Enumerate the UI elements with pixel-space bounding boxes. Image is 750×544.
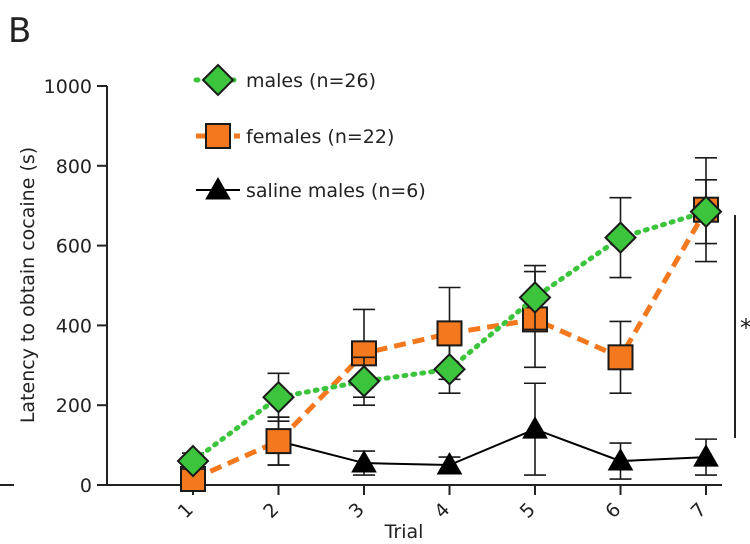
legend-marker — [205, 176, 231, 200]
data-point — [351, 450, 377, 473]
data-point — [604, 221, 637, 255]
data-point — [693, 444, 719, 467]
data-point — [518, 281, 552, 314]
data-point — [176, 444, 210, 478]
x-tick-label: 7 — [687, 499, 711, 523]
x-axis-title: Trial — [384, 521, 424, 543]
y-axis-title: Latency to obtain cocaine (s) — [17, 147, 39, 423]
x-axis-ticks: 1 2 3 4 5 6 7 — [174, 485, 711, 523]
legend-item: males (n=26) — [193, 63, 376, 97]
data-point — [265, 428, 292, 455]
x-tick-label: 4 — [430, 499, 454, 523]
y-tick-label: 1000 — [44, 76, 92, 98]
x-tick-label: 2 — [259, 499, 283, 523]
x-tick-label: 5 — [516, 499, 540, 523]
legend: males (n=26) females (n=22) saline males (… — [193, 63, 426, 202]
legend-label: saline males (n=6) — [246, 180, 426, 202]
series-2 — [265, 382, 719, 480]
panel-letter: B — [8, 11, 31, 51]
legend-item: females (n=22) — [196, 123, 394, 149]
data-point — [607, 344, 634, 371]
x-tick-label: 1 — [174, 499, 198, 523]
y-tick-label: 600 — [56, 236, 92, 258]
legend-marker — [201, 63, 235, 97]
data-point — [262, 380, 295, 414]
data-point — [347, 364, 381, 398]
legend-item: saline males (n=6) — [196, 176, 426, 202]
y-tick-label: 0 — [80, 475, 92, 497]
series-0 — [176, 178, 723, 478]
y-axis-ticks: 0 200 400 600 800 1000 — [44, 76, 107, 497]
series-line — [278, 428, 707, 467]
y-tick-label: 200 — [56, 395, 92, 417]
series-1 — [180, 157, 719, 493]
data-point — [607, 448, 634, 471]
x-tick-label: 3 — [345, 499, 369, 523]
legend-label: females (n=22) — [246, 126, 394, 148]
data-point — [689, 195, 723, 229]
series-layer — [176, 157, 723, 493]
data-point — [433, 352, 466, 386]
y-tick-label: 400 — [56, 315, 92, 337]
data-point — [436, 320, 463, 347]
legend-marker — [205, 123, 231, 149]
data-point — [436, 452, 463, 475]
significance-star: * — [740, 314, 750, 342]
x-tick-label: 6 — [601, 499, 625, 523]
legend-label: males (n=26) — [246, 70, 376, 92]
data-point — [522, 416, 548, 439]
y-tick-label: 800 — [56, 156, 92, 178]
